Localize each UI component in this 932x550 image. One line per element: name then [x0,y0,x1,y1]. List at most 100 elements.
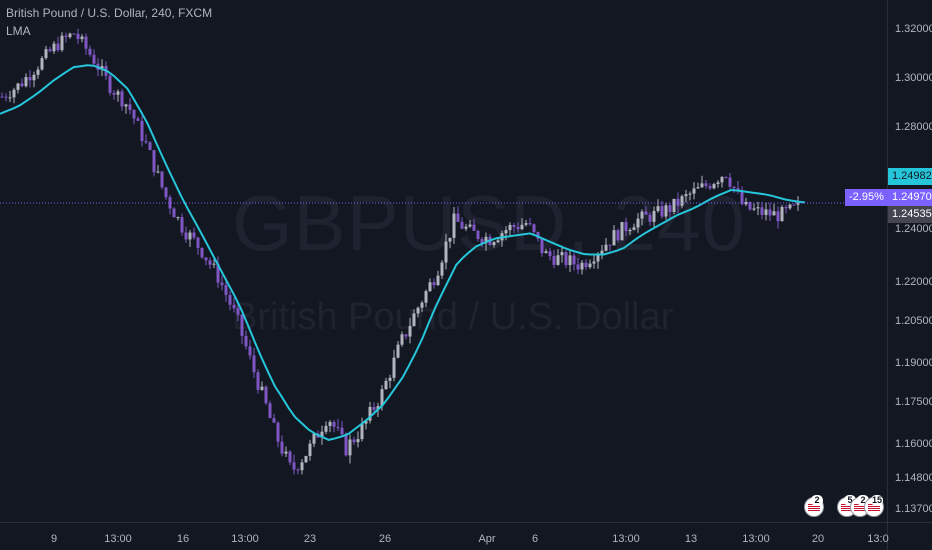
candle-body [164,187,168,198]
candle-body [156,171,160,173]
price-tag-lower: 1.24535 [888,206,932,223]
candle-body [504,230,508,234]
candle-body [708,185,712,189]
candle-body [556,255,560,265]
candle-body [84,36,88,49]
candle-body [588,263,592,268]
candle-body [40,58,44,70]
candle-body [720,176,724,183]
time-tick-label: 13 [685,533,697,545]
candle-body [120,91,124,107]
time-tick-label: 6 [532,533,538,545]
price-tick-label: 1.19000 [895,357,932,369]
candle-body [560,252,564,256]
candle-body [548,251,552,257]
time-tick-label: 16 [177,533,189,545]
candle-body [180,217,184,233]
candle-body [20,83,24,87]
candle-body [256,372,260,390]
candle-body [712,184,716,189]
candle-body [688,193,692,195]
candle-body [628,229,632,232]
candle-body [392,357,396,378]
candle-body [636,218,640,228]
candle-body [308,443,312,456]
candle-body [724,176,728,178]
candle-body [544,251,548,254]
candle-body [332,421,336,427]
candle-body [528,223,532,225]
time-tick-label: 9 [51,533,57,545]
uk-flag-icon[interactable]: 15 [864,495,884,517]
candle-body [640,211,644,219]
candle-body [652,210,656,222]
lma-line [0,64,806,441]
symbol-legend[interactable]: British Pound / U.S. Dollar, 240, FXCM [6,6,213,20]
candle-body [348,439,352,456]
candle-body [264,386,268,404]
candle-body [760,207,764,215]
time-axis[interactable]: 9 13:00 16 13:00 23 26 Apr 6 13:00 13 13:00 20 13:0 [51,533,889,545]
candle-body [148,142,152,151]
percent-change-label: -2.95% [845,189,888,206]
candle-body [684,194,688,197]
candle-body [440,262,444,276]
candle-body [168,197,172,209]
candle-body [204,257,208,261]
candle-body [412,313,416,327]
candle-body [464,226,468,229]
candle-body [272,418,276,423]
candle-body [404,334,408,337]
candle-body [536,232,540,239]
candle-body [752,208,756,210]
event-count: 2 [811,495,823,506]
candle-body [36,69,40,75]
candle-body [236,308,240,315]
candle-body [200,247,204,258]
candle-body [476,230,480,240]
candle-body [680,196,684,206]
candle-body [340,427,344,435]
candle-body [776,211,780,222]
candle-body [740,191,744,205]
candle-body [612,230,616,246]
indicator-legend[interactable]: LMA [6,24,31,38]
event-count: 2 [857,495,869,506]
candle-body [288,451,292,463]
candle-body [728,177,732,187]
candle-body [356,439,360,443]
price-axis[interactable]: 1.32000 1.30000 1.28000 1.24000 1.22000 1.205… [895,23,932,515]
candle-body [248,346,252,356]
time-tick-label: 13:00 [612,533,640,545]
candle-body [692,188,696,194]
candle-body [128,104,132,110]
event-count: 15 [871,495,884,506]
candle-body [664,205,668,217]
time-tick-label: 20 [812,533,824,545]
candle-body [540,238,544,254]
candle-body [328,421,332,426]
candle-body [484,236,488,244]
uk-flag-icon[interactable]: 2 [804,495,824,517]
candle-body [656,206,660,211]
candle-body [208,260,212,265]
candle-body [80,36,84,40]
candle-body [432,282,436,286]
price-tick-label: 1.28000 [895,121,932,133]
candle-body [68,33,72,38]
time-tick-label: 13:00 [742,533,770,545]
candle-body [296,469,300,471]
candle-body [648,214,652,222]
time-tick-label: Apr [478,533,495,545]
candle-body [444,241,448,263]
candle-body [192,232,196,238]
price-tick-label: 1.20500 [895,315,932,327]
candle-body [396,344,400,358]
candle-body [312,433,316,444]
candle-body [28,77,32,81]
candle-body [0,96,4,98]
candle-body [480,239,484,244]
candle-body [788,204,792,209]
